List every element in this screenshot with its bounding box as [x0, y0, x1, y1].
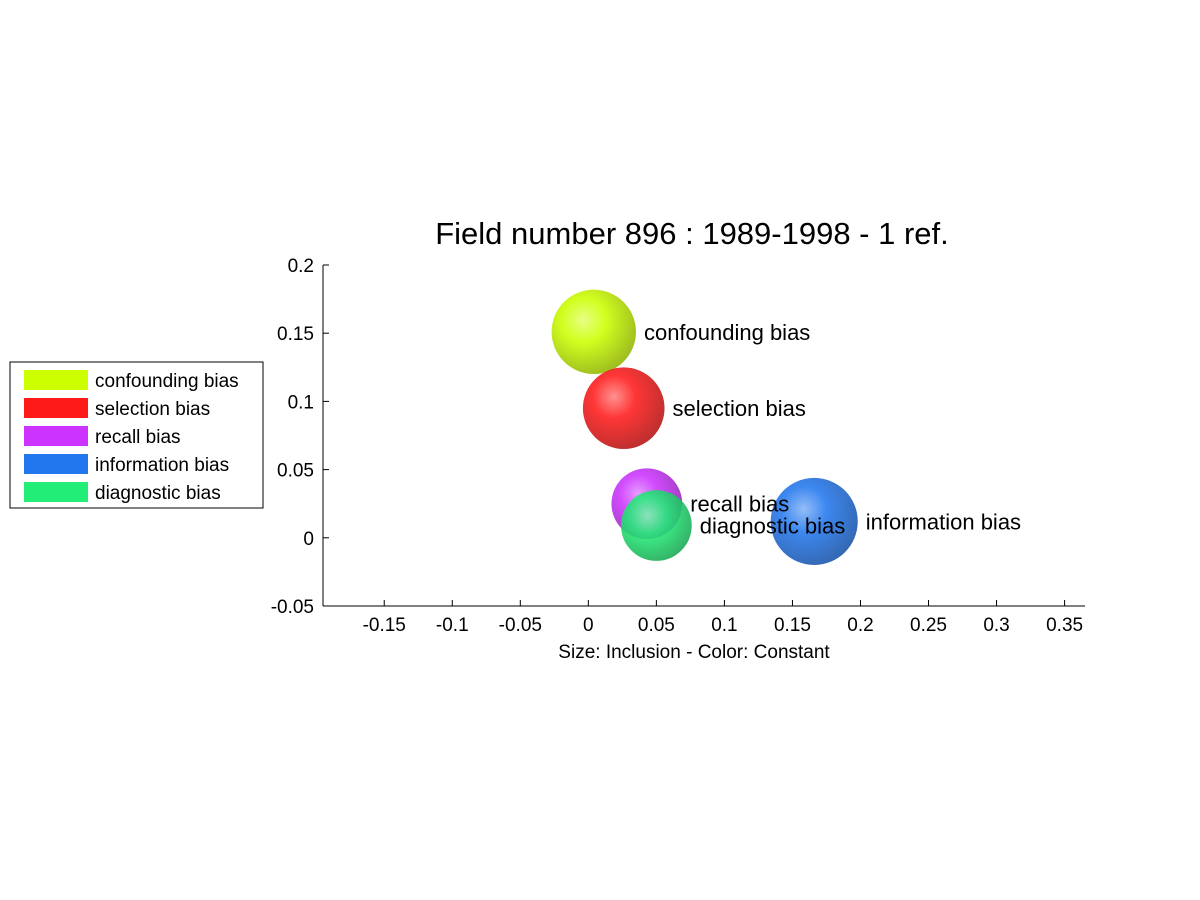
y-tick-label: 0	[303, 529, 314, 550]
bubble-label: confounding bias	[644, 320, 810, 345]
x-tick-label: -0.1	[436, 615, 469, 636]
y-tick-label: 0.15	[277, 324, 314, 345]
bubble-labels: confounding bias selection bias recall bia…	[644, 320, 1021, 539]
bubble-label: diagnostic bias	[700, 514, 846, 539]
x-tick-label: 0.2	[847, 615, 873, 636]
legend-swatch	[24, 454, 88, 474]
bubble-label: selection bias	[673, 396, 806, 421]
bubble-confounding-bias	[551, 289, 636, 375]
bubble-information-bias	[770, 477, 858, 565]
legend-entry: selection bias	[95, 399, 210, 420]
x-tick-label: 0.05	[638, 615, 675, 636]
legend-entry: recall bias	[95, 427, 181, 448]
legend-swatch	[24, 398, 88, 418]
chart-title: Field number 896 : 1989-1998 - 1 ref.	[435, 216, 949, 251]
legend: confounding bias selection bias recall bia…	[9, 361, 264, 509]
axes: -0.15 -0.1 -0.05 0 0.05 0.1 0.15 0.2 0.25 0.3 0.35…	[271, 256, 1085, 636]
bubble-label: recall bias	[690, 492, 789, 517]
legend-swatch	[24, 482, 88, 502]
legend-swatch	[24, 370, 88, 390]
y-tick-label: 0.05	[277, 461, 314, 482]
x-tick-label: -0.05	[499, 615, 542, 636]
legend-entry: confounding bias	[95, 371, 239, 392]
x-tick-label: 0.1	[711, 615, 737, 636]
x-tick-label: 0.15	[774, 615, 811, 636]
y-tick-label: 0.2	[288, 256, 314, 277]
x-tick-label: 0	[583, 615, 594, 636]
x-tick-label: 0.25	[910, 615, 947, 636]
x-tick-label: -0.15	[363, 615, 406, 636]
legend-swatch	[24, 426, 88, 446]
legend-entry: information bias	[95, 455, 229, 476]
x-tick-label: 0.3	[983, 615, 1009, 636]
bubble-diagnostic-bias	[620, 490, 692, 561]
bubble-selection-bias	[582, 367, 665, 450]
y-tick-label: 0.1	[288, 392, 314, 413]
bubble-label: information bias	[866, 509, 1021, 534]
bubbles	[551, 289, 858, 565]
legend-entry: diagnostic bias	[95, 483, 221, 504]
y-tick-label: -0.05	[271, 597, 314, 618]
x-tick-label: 0.35	[1046, 615, 1083, 636]
x-axis-label: Size: Inclusion - Color: Constant	[558, 642, 830, 663]
